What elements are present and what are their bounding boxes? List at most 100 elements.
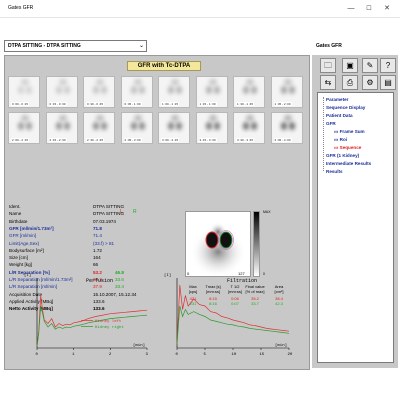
tree-item-gfr[interactable]: GFR: [326, 121, 336, 126]
close-button[interactable]: ✕: [384, 5, 390, 12]
x-tick-label: 0: [176, 353, 179, 357]
frame-time-label: 2 :45 - 3 :00: [123, 138, 142, 142]
tree-item-frame-sum[interactable]: ▭ Frame Sum: [334, 129, 365, 135]
pen-icon[interactable]: ✎: [362, 58, 378, 73]
info-label: Ident.: [9, 204, 21, 209]
kidney-image[interactable]: 0 127: [185, 211, 251, 278]
frame-time-label: 0 :45 - 1 :00: [123, 102, 142, 106]
study-select[interactable]: DTPA SITTING - DTPA SITTING ⌄: [4, 40, 147, 52]
tree-item-label: Frame Sum: [339, 129, 365, 134]
tree-item-sequence-display[interactable]: Sequence Display: [326, 105, 365, 110]
frame-time-label: 3 :15 - 3 :30: [198, 138, 217, 142]
chart-title: Perfusion: [86, 278, 113, 284]
frame-thumbnail[interactable]: 3 :15 - 3 :30: [195, 112, 228, 144]
frame-thumbnail[interactable]: 1 :45 - 2 :00: [270, 76, 303, 108]
settings-icon[interactable]: ⚙: [362, 75, 378, 90]
kidney-scan-image: 0 127: [187, 222, 246, 278]
left-label: L: [120, 209, 123, 215]
tree-item-label: GFR (1 Kidney): [326, 153, 360, 158]
chevron-down-icon[interactable]: ⌄: [138, 43, 144, 49]
info-value-right: 46.8: [115, 269, 124, 275]
tree-item-label: GFR: [326, 121, 336, 126]
info-label: Limit(Age,Sex): [9, 240, 40, 246]
right-panel: 🗀 ▣ ✎ ? ⇆ ⎙ ⚙ ▤ Parameter Sequence Displa…: [312, 55, 398, 368]
info-label: Birthdate: [9, 218, 28, 224]
image-axis-left: 0: [187, 271, 190, 276]
info-value: DTPA SITTING: [93, 204, 125, 209]
frame-thumbnail[interactable]: 2 :15 - 2 :30: [45, 112, 78, 144]
report-icon[interactable]: ▤: [380, 75, 396, 90]
frame-time-label: 2 :15 - 2 :30: [48, 138, 67, 142]
x-tick-label: 5: [204, 353, 207, 357]
frame-thumbnail[interactable]: 0 :00 - 0 :15: [8, 76, 40, 108]
tree-item-label: Parameter: [326, 97, 349, 102]
table-cell: 8:16: [209, 301, 217, 306]
frame-thumbnail[interactable]: 2 :30 - 2 :45: [83, 112, 115, 144]
navigation-tree: Parameter Sequence Display Patient Data GFR…: [317, 92, 394, 363]
frame-thumbnail[interactable]: 1 :15 - 1 :30: [195, 76, 228, 108]
help-icon[interactable]: ?: [380, 58, 396, 73]
tree-item-gfr-1-kidney[interactable]: GFR (1 Kidney): [326, 153, 359, 158]
tree-item-intermediate-results[interactable]: Intermediate Results: [326, 161, 371, 166]
x-tick-label: 3: [146, 353, 149, 357]
tree-node-icon: ▭: [334, 129, 340, 134]
print-icon[interactable]: ⎙: [342, 75, 358, 90]
frame-thumbnail[interactable]: 0 :15 - 0 :30: [45, 76, 78, 108]
x-tick-label: 10: [232, 353, 237, 357]
y-axis-label: [I]: [164, 273, 171, 278]
info-value: 07.03.1974: [93, 218, 116, 224]
scale-min-label: 0: [263, 272, 265, 276]
tree-line: [323, 97, 324, 171]
info-value: 37.9: [93, 284, 102, 290]
table-cell: 421: [189, 296, 197, 301]
frame-time-label: 1 :30 - 1 :45: [236, 102, 255, 106]
x-tick-label: 15: [260, 353, 265, 357]
frame-time-label: 2 :30 - 2 :45: [86, 138, 105, 142]
minimize-button[interactable]: —: [347, 5, 355, 12]
table-header: Max [cps]: [188, 284, 198, 294]
frame-thumbnail[interactable]: 2 :45 - 3 :00: [120, 112, 153, 144]
frame-thumbnail[interactable]: 3 :30 - 3 :45: [233, 112, 265, 144]
tree-item-label: Intermediate Results: [326, 161, 372, 166]
folder-icon[interactable]: 🗀: [320, 58, 336, 73]
tree-item-roi[interactable]: ▭ Roi: [334, 137, 347, 143]
frame-thumbnail[interactable]: 0 :45 - 1 :00: [120, 76, 153, 108]
maximize-button[interactable]: ☐: [366, 6, 372, 12]
intensity-scale: [253, 211, 260, 277]
export-icon[interactable]: ⇆: [320, 75, 336, 90]
info-value: 1.72: [93, 247, 102, 253]
info-value: 38.2: [93, 277, 102, 282]
right-label: R: [133, 209, 137, 215]
info-value: 71.4: [93, 233, 102, 239]
frame-thumbnail[interactable]: 3 :45 - 4 :00: [270, 112, 303, 144]
frame-time-label: 3 :45 - 4 :00: [273, 138, 292, 142]
info-label: Name: [9, 211, 22, 217]
tree-item-patient-data[interactable]: Patient Data: [326, 113, 353, 118]
tree-item-label: Roi: [339, 137, 348, 142]
frame-thumbnail[interactable]: 1 :30 - 1 :45: [233, 76, 265, 108]
table-cell: 35.2: [251, 296, 259, 301]
x-tick-label: 20: [288, 353, 293, 357]
info-value: 133.6: [93, 306, 105, 312]
info-label: Size [cm]: [9, 255, 28, 261]
page-title: GFR with Tc-DTPA: [127, 61, 201, 71]
tree-item-parameter[interactable]: Parameter: [326, 97, 348, 102]
toolbar: DTPA SITTING - DTPA SITTING ⌄: [0, 40, 400, 54]
chart-title: Filtration: [227, 278, 257, 284]
frame-thumbnail[interactable]: 0 :30 - 0 :45: [83, 76, 115, 108]
frame-thumbnail[interactable]: 3 :00 - 3 :15: [158, 112, 190, 144]
tree-item-results[interactable]: Results: [326, 169, 343, 174]
x-tick-label: 0: [36, 353, 39, 357]
tree-node-icon: ▭: [334, 145, 340, 150]
info-label: Weight [kg]: [9, 262, 32, 268]
save-icon[interactable]: ▣: [342, 58, 358, 73]
scale-max-label: MAX: [263, 210, 271, 214]
frame-thumbnail[interactable]: 1 :00 - 1 :15: [158, 76, 190, 108]
tree-item-sequence[interactable]: ▭ Sequence: [334, 145, 361, 151]
frame-time-label: 1 :45 - 2 :00: [273, 102, 292, 106]
status-bar: [0, 388, 400, 400]
info-value: (33.f) > 81: [93, 240, 115, 246]
legend-label: Kidney right: [95, 325, 124, 330]
frame-thumbnail[interactable]: 2 :00 - 2 :15: [8, 112, 40, 144]
